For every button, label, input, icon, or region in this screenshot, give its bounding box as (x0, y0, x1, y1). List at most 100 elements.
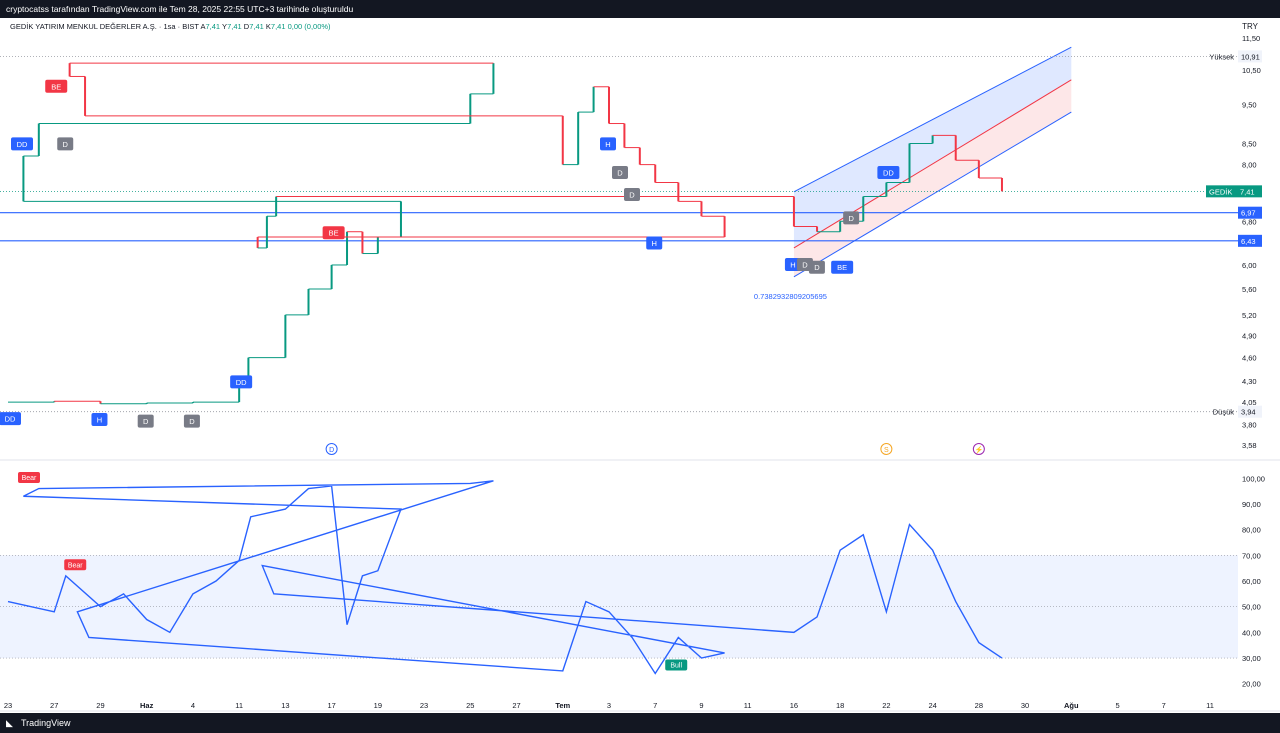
osc-y-tick-label: 80,00 (1242, 526, 1261, 535)
price-candle (346, 231, 349, 265)
price-candle (1000, 177, 1003, 192)
signal-marker-label: D (617, 169, 623, 178)
price-candle (561, 115, 564, 165)
signal-marker (600, 137, 616, 151)
price-candle (931, 135, 934, 144)
osc-y-tick-label: 40,00 (1242, 628, 1261, 637)
signal-marker (831, 260, 854, 274)
channel-upper-line (793, 46, 1072, 193)
signal-marker-label: D (189, 417, 195, 426)
price-candle (723, 216, 726, 238)
signal-marker (91, 412, 108, 426)
price-candle (638, 147, 641, 165)
y-tick-label: 8,50 (1242, 139, 1257, 148)
signal-marker-label: DD (5, 415, 16, 424)
signal-marker (11, 137, 33, 151)
price-candle (654, 164, 657, 183)
price-candle (84, 76, 87, 116)
symbol-name: GEDİK YATIRIM MENKUL DEĞERLER A.Ş. · 1sa… (10, 22, 199, 31)
divergence-badge (18, 471, 40, 483)
price-candle (361, 231, 364, 254)
signal-marker-label: D (143, 417, 149, 426)
price-candle (469, 93, 472, 124)
y-tick-label: 4,60 (1242, 354, 1257, 363)
signal-marker-label: BE (837, 263, 847, 272)
x-tick-label: 24 (928, 701, 936, 710)
signal-marker-label: H (652, 239, 657, 248)
price-candle (608, 86, 610, 124)
price-candle (577, 112, 580, 165)
signal-marker-label: H (790, 260, 795, 269)
signal-marker-label: D (848, 214, 854, 223)
level-label: Yüksek (1209, 52, 1234, 61)
x-tick-label: 7 (653, 701, 657, 710)
header-text: cryptocatss tarafından TradingView.com i… (6, 4, 354, 14)
price-candle (284, 314, 287, 358)
price-candle (99, 401, 102, 404)
event-icon-label: D (329, 447, 334, 454)
x-tick-label: Ağu (1064, 701, 1079, 710)
close-value: 7,41 (270, 22, 286, 31)
price-candle (247, 357, 250, 382)
price-candle (256, 237, 259, 248)
x-tick-label: 19 (374, 701, 382, 710)
x-tick-label: 25 (466, 701, 474, 710)
y-tick-label: 3,80 (1242, 420, 1257, 429)
price-candle (330, 264, 333, 290)
signal-marker-label: BE (51, 82, 61, 91)
price-candle (307, 289, 310, 315)
price-candle (238, 381, 241, 403)
signal-marker (646, 236, 663, 250)
osc-y-tick-label: 60,00 (1242, 577, 1261, 586)
divergence-badge (64, 559, 87, 571)
price-candle (592, 86, 595, 113)
x-tick-label: 11 (235, 701, 243, 710)
x-tick-label: 29 (96, 701, 104, 710)
channel-annotation: 0.7382932809205695 (754, 292, 827, 301)
signal-marker (230, 375, 253, 389)
signal-marker-label: DD (17, 140, 28, 149)
signal-marker-label: D (63, 140, 69, 149)
signal-marker-label: D (802, 260, 808, 269)
level-value-badge (1238, 50, 1262, 63)
channel-lower-line (793, 111, 1072, 278)
level-value: 10,91 (1241, 52, 1260, 61)
divergence-label: Bull (670, 662, 682, 669)
last-price-value: 7,41 (1240, 187, 1255, 196)
high-value: 7,41 (227, 22, 242, 31)
low-value: 7,41 (249, 22, 264, 31)
high-label: Y (222, 22, 228, 31)
signal-marker-label: D (814, 263, 820, 272)
x-tick-label: Haz (140, 701, 154, 710)
price-candle (37, 123, 40, 157)
y-tick-label: 4,30 (1242, 377, 1257, 386)
chart-canvas[interactable]: 11,50 10,50 9,50 8,50 8,00 6,80 6,00 5,60 5,20 4,… (0, 18, 1280, 713)
y-tick-label: 6,80 (1242, 217, 1257, 226)
price-candle (862, 196, 865, 222)
y-tick-label: 5,60 (1242, 285, 1257, 294)
price-candle (954, 135, 957, 161)
x-tick-label: 22 (882, 701, 890, 710)
event-icon[interactable] (325, 443, 338, 455)
close-label: K (265, 22, 271, 31)
level-value-badge (1238, 234, 1262, 247)
osc-y-tick-label: 50,00 (1242, 603, 1261, 612)
price-candle (816, 226, 819, 232)
event-icon[interactable] (972, 443, 985, 455)
x-tick-label: 28 (975, 701, 983, 710)
event-icon[interactable] (880, 443, 893, 455)
y-tick-label: 11,50 (1242, 34, 1260, 43)
x-tick-label: 27 (512, 701, 520, 710)
x-tick-label: 16 (790, 701, 798, 710)
signal-marker (137, 414, 154, 428)
divergence-label: Bear (22, 475, 37, 482)
signal-marker-label: DD (883, 169, 894, 178)
x-tick-label: 23 (420, 701, 428, 710)
x-tick-label: 27 (50, 701, 58, 710)
price-candle (265, 216, 268, 248)
divergence-badge (665, 659, 688, 671)
open-label: A (200, 22, 206, 31)
price-candle (677, 182, 680, 202)
price-candle (885, 182, 888, 197)
x-tick-label: 9 (699, 701, 703, 710)
